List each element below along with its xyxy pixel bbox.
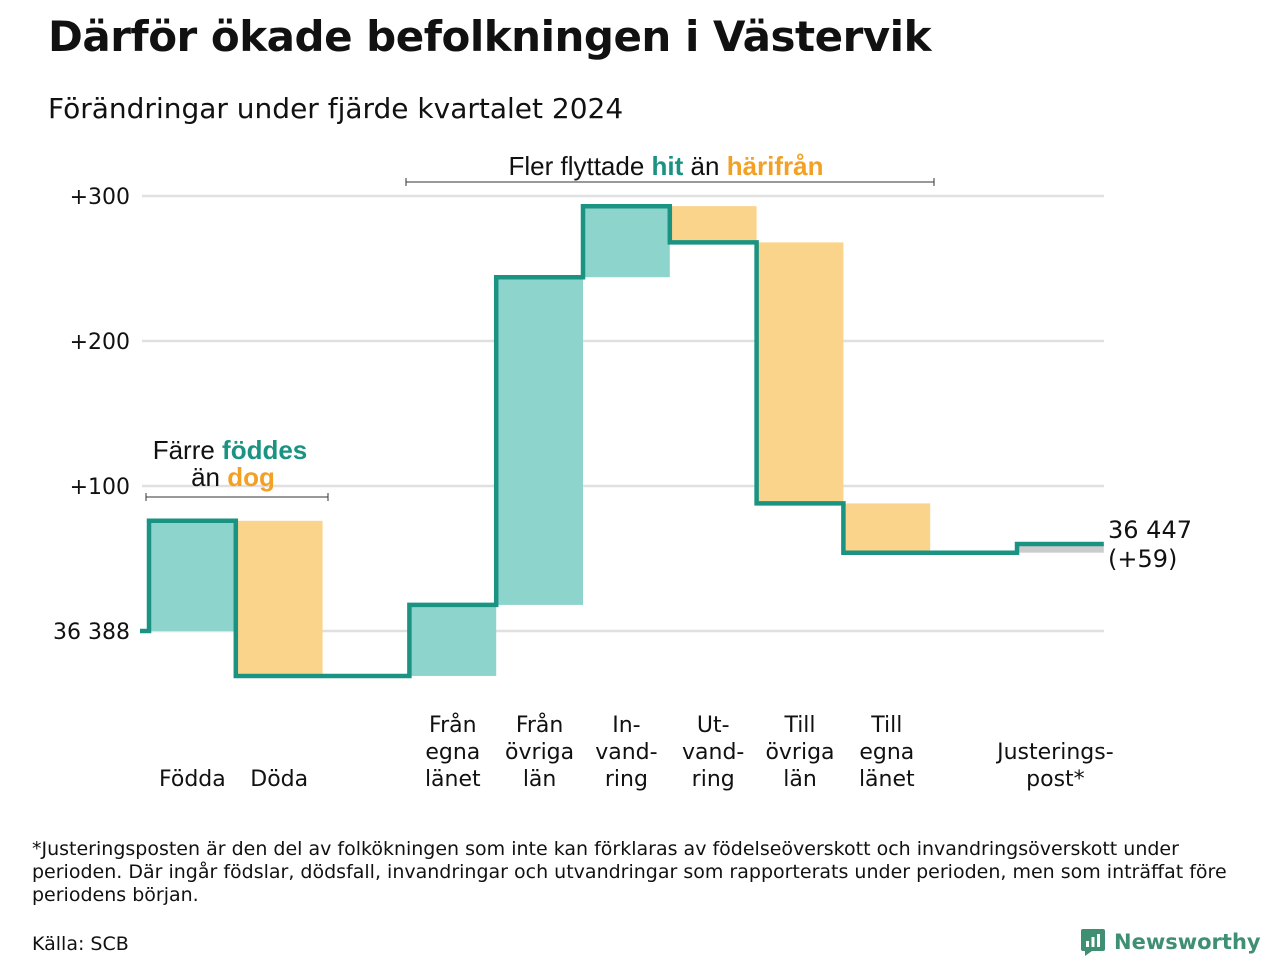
category-label-line: länet [859,767,915,792]
waterfall-bar [496,277,583,605]
chart-subtitle: Förändringar under fjärde kvartalet 2024 [48,92,624,125]
category-label: Döda [250,767,308,792]
category-label: Justerings-post* [995,740,1114,792]
category-label-line: Justerings- [995,740,1114,765]
category-label-line: Till [870,713,902,738]
waterfall-bar [583,206,670,278]
source-note: Källa: SCB [32,933,129,955]
y-tick-label: 36 388 [53,620,130,645]
end-value-label: 36 447 [1108,516,1192,544]
category-label: Från övriga län [505,712,574,792]
category-label-line: post* [1026,767,1085,792]
annotation-part: hit [652,151,684,181]
annotation-part: härifrån [727,151,824,181]
y-tick-label: +300 [70,185,130,210]
category-label: In-vand-ring [595,713,657,792]
y-tick-label: +200 [70,330,130,355]
category-label-line: Från [516,712,564,738]
step-line-layer [140,203,1104,679]
grid-layer: 36 388 +100 +200 +300 [53,185,1104,645]
chart-title: Därför ökade befolkningen i Västervik [48,12,932,61]
category-label: Ut-vand-ring [682,713,744,792]
category-label: Till egna länet [859,713,915,792]
category-label-line: län [523,767,557,792]
annotation-part: Fler flyttade [508,151,651,181]
end-change-label: (+59) [1108,545,1177,573]
migration-annotation: Fler flyttade hit än härifrån [508,151,823,181]
category-label-line: övriga [505,740,574,765]
annotation-part: än [191,462,227,492]
category-label-line: Ut- [697,713,730,738]
category-label-line: vand- [682,740,744,765]
category-label-line: länet [425,767,481,792]
category-label: Till övriga län [765,713,834,792]
births-deaths-annotation: Färre föddes [153,435,308,465]
waterfall-bar [149,520,236,631]
category-label-line: övriga [765,740,834,765]
category-label-line: egna [859,740,914,765]
annotation-part: Färre [153,435,222,465]
category-label: Från egna länet [425,712,481,792]
category-label-line: Till [783,713,815,738]
category-label-line: In- [612,713,640,738]
footnote: *Justeringsposten är den del av folkökni… [32,838,1227,906]
annotation-part: dog [227,462,275,492]
y-tick-label: +100 [70,475,130,500]
category-label-line: ring [692,767,735,792]
newsworthy-logo: Newsworthy [1080,926,1261,958]
step-line [140,203,1104,679]
waterfall-bar [756,242,844,504]
annotation-part: föddes [222,435,307,465]
bar-layer [149,206,1104,676]
category-label-line: vand- [595,740,657,765]
category-label-line: egna [425,740,480,765]
category-label-line: ring [605,767,648,792]
category-label-line: Födda [159,767,226,792]
category-label-line: län [783,767,817,792]
waterfall-bar [843,503,931,553]
births-deaths-annotation-line2: än dog [191,462,275,492]
category-label-line: Döda [250,767,308,792]
annotation-part: än [683,151,726,181]
logo-text: Newsworthy [1114,930,1261,954]
category-label-line: Från [429,712,477,738]
newsworthy-logo-icon [1081,929,1105,956]
waterfall-bar [409,604,497,676]
waterfall-bar [669,206,757,243]
category-label: Födda [159,767,226,792]
waterfall-bar [235,520,323,676]
waterfall-bar [1017,544,1104,553]
